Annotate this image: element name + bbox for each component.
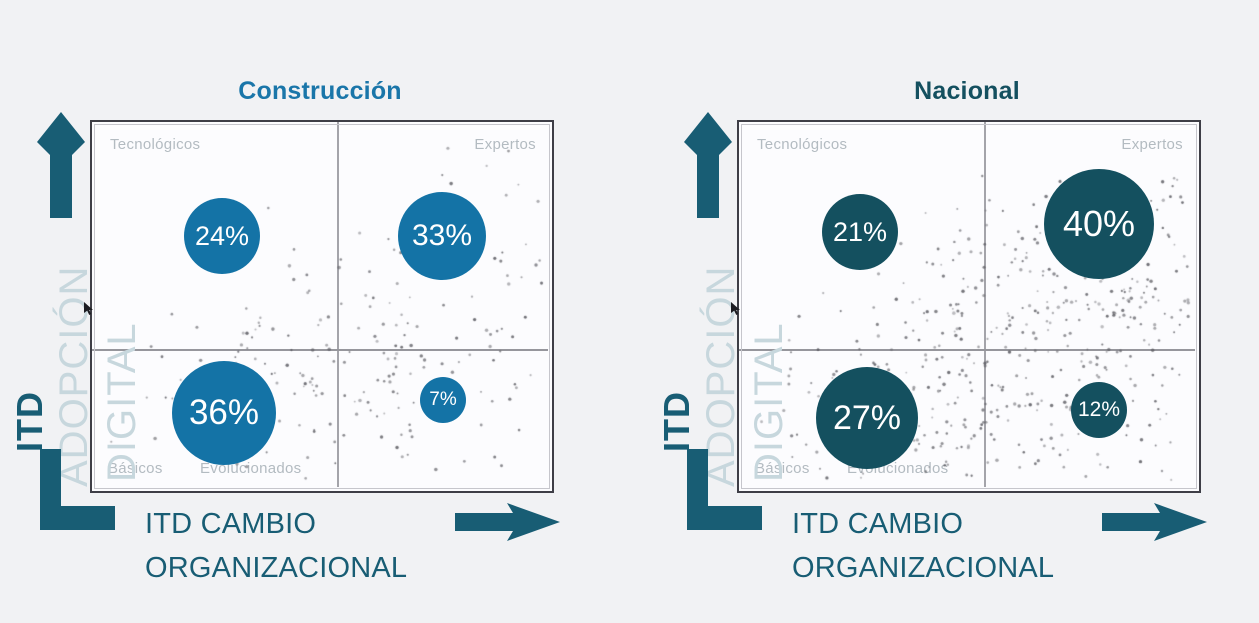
bubble-value-label: 36%: [188, 393, 260, 432]
axis-corner-horizontal: [687, 506, 762, 530]
bubble-value-label: 12%: [1077, 398, 1121, 421]
chart-title: Nacional: [914, 76, 1020, 105]
plot-area: Tecnológicos Expertos Básicos Evoluciona…: [52, 120, 554, 493]
plot-inner: Tecnológicos Expertos Básicos Evoluciona…: [52, 122, 548, 487]
bubble-value-label: 27%: [832, 398, 902, 437]
plot-area: Tecnológicos Expertos Básicos Evoluciona…: [699, 120, 1201, 493]
x-axis-title-line2: ORGANIZACIONAL: [792, 552, 1055, 584]
x-axis-title: ITD CAMBIO ORGANIZACIONAL: [792, 502, 1054, 590]
x-axis-title: ITD CAMBIO ORGANIZACIONAL: [145, 502, 407, 590]
up-arrow-icon: [37, 112, 85, 218]
bubble-21pct: 21%: [822, 194, 898, 270]
x-axis-title-line1: ITD CAMBIO: [792, 508, 964, 540]
bubble-12pct: 12%: [1071, 382, 1127, 438]
bubble-27pct: 27%: [816, 367, 918, 469]
bubble-value-label: 21%: [832, 216, 888, 247]
bubble-7pct: 7%: [420, 377, 466, 423]
bubble-24pct: 24%: [184, 198, 260, 274]
bubble-value-label: 40%: [1062, 203, 1136, 244]
right-arrow-icon: [1102, 503, 1207, 541]
chart-construccion: Construcción Tecnológicos Expertos Básic…: [0, 0, 612, 623]
cursor-artifact-icon: [84, 302, 93, 315]
bubble-33pct: 33%: [398, 192, 486, 280]
bubble-value-label: 24%: [194, 220, 250, 251]
bubble-36pct: 36%: [172, 361, 276, 465]
y-axis-title: ITD: [656, 391, 697, 452]
cursor-artifact-icon: [731, 302, 740, 315]
y-axis-title: ITD: [9, 391, 50, 452]
axis-corner-horizontal: [40, 506, 115, 530]
bubble-value-label: 33%: [411, 219, 473, 252]
x-axis-title-line1: ITD CAMBIO: [145, 508, 317, 540]
bubble-value-label: 7%: [429, 389, 457, 410]
chart-title: Construcción: [238, 76, 402, 105]
up-arrow-icon: [684, 112, 732, 218]
x-axis-title-line2: ORGANIZACIONAL: [145, 552, 408, 584]
plot-inner: Tecnológicos Expertos Básicos Evoluciona…: [699, 122, 1195, 487]
chart-nacional: Nacional Tecnológicos Expertos Básicos E…: [647, 0, 1259, 623]
right-arrow-icon: [455, 503, 560, 541]
scatter-points-canvas: [92, 122, 548, 487]
bubble-40pct: 40%: [1044, 169, 1154, 279]
